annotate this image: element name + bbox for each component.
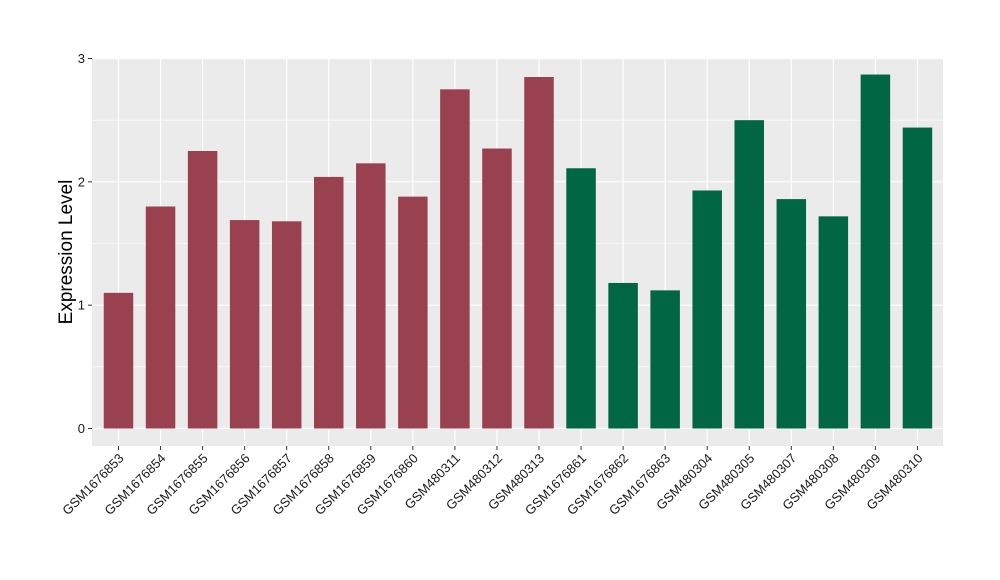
bar xyxy=(145,206,176,429)
bar xyxy=(187,151,218,429)
plot-panel xyxy=(92,58,943,446)
bar xyxy=(860,74,891,429)
bar xyxy=(271,221,302,429)
bar xyxy=(356,163,386,429)
bar xyxy=(229,220,260,429)
y-axis-title: Expression Level xyxy=(56,180,77,325)
bar xyxy=(482,148,512,429)
x-axis: GSM1676853GSM1676854GSM1676855GSM1676856… xyxy=(59,446,926,518)
bar xyxy=(692,190,722,429)
y-tick-label: 3 xyxy=(78,51,85,66)
bar xyxy=(818,216,849,429)
bars xyxy=(103,74,933,429)
y-axis: 0 1 2 3 xyxy=(78,51,92,436)
bar xyxy=(776,199,807,429)
bar xyxy=(103,292,134,429)
bar xyxy=(608,282,638,429)
bar xyxy=(650,290,680,429)
bar xyxy=(566,168,596,429)
bar xyxy=(902,127,933,429)
y-tick-label: 2 xyxy=(78,174,85,189)
bar xyxy=(734,120,764,429)
y-tick-label: 0 xyxy=(78,421,85,436)
bar xyxy=(440,89,470,429)
bar xyxy=(398,196,428,429)
bar xyxy=(524,77,554,429)
bar xyxy=(314,176,344,429)
y-tick-label: 1 xyxy=(78,298,85,313)
